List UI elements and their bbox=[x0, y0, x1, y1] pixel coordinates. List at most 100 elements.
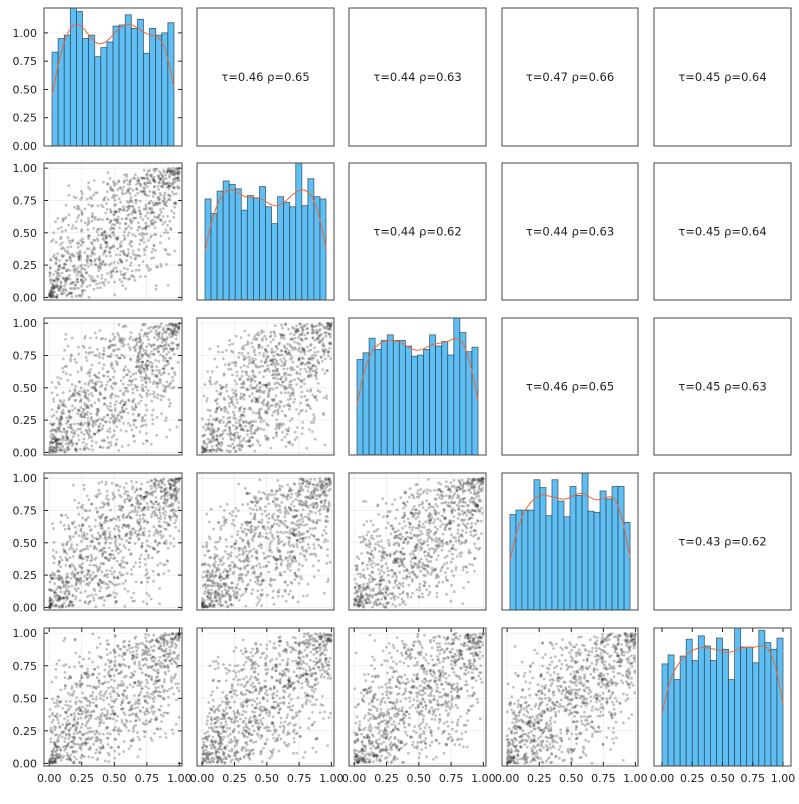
scatter-point bbox=[215, 410, 218, 413]
scatter-point bbox=[106, 405, 109, 408]
scatter-point bbox=[125, 374, 128, 377]
scatter-point bbox=[80, 244, 83, 247]
scatter-point bbox=[202, 426, 205, 429]
scatter-point bbox=[139, 488, 142, 491]
scatter-point bbox=[158, 331, 161, 334]
scatter-point bbox=[67, 184, 70, 187]
scatter-point bbox=[51, 408, 54, 411]
scatter-point bbox=[261, 518, 264, 521]
scatter-point bbox=[312, 421, 315, 424]
scatter-point bbox=[82, 517, 85, 520]
y-tick-label: 0.50 bbox=[13, 83, 38, 96]
scatter-point bbox=[300, 326, 303, 329]
scatter-point bbox=[303, 378, 306, 381]
scatter-point bbox=[315, 498, 318, 501]
scatter-point bbox=[313, 493, 316, 496]
scatter-point bbox=[108, 263, 111, 266]
scatter-point bbox=[141, 389, 144, 392]
scatter-point bbox=[151, 251, 154, 254]
scatter-point bbox=[155, 265, 158, 268]
scatter-point bbox=[96, 414, 99, 417]
scatter-point bbox=[261, 589, 264, 592]
scatter-point bbox=[280, 501, 283, 504]
scatter-point bbox=[106, 516, 109, 519]
scatter-point bbox=[111, 387, 114, 390]
scatter-point bbox=[283, 388, 286, 391]
scatter-point bbox=[81, 416, 84, 419]
scatter-point bbox=[225, 545, 228, 548]
scatter-point bbox=[113, 570, 116, 573]
scatter-point bbox=[83, 535, 86, 538]
scatter-point bbox=[289, 397, 292, 400]
scatter-point bbox=[77, 242, 80, 245]
scatter-point bbox=[235, 586, 238, 589]
scatter-point bbox=[125, 561, 128, 564]
scatter-point bbox=[303, 383, 306, 386]
scatter-point bbox=[166, 215, 169, 218]
scatter-point bbox=[66, 572, 69, 575]
scatter-point bbox=[129, 424, 132, 427]
scatter-point bbox=[307, 486, 310, 489]
scatter-point bbox=[110, 353, 113, 356]
scatter-point bbox=[120, 260, 123, 263]
scatter-point bbox=[128, 371, 131, 374]
scatter-point bbox=[113, 527, 116, 530]
histogram-bar bbox=[83, 39, 89, 146]
scatter-point bbox=[220, 528, 223, 531]
scatter-point bbox=[150, 175, 153, 178]
scatter-point bbox=[301, 564, 304, 567]
scatter-point bbox=[110, 274, 113, 277]
scatter-point bbox=[295, 372, 298, 375]
scatter-point bbox=[76, 422, 79, 425]
scatter-point bbox=[290, 527, 293, 530]
scatter-point bbox=[277, 413, 280, 416]
scatter-point bbox=[65, 294, 68, 297]
scatter-point bbox=[157, 550, 160, 553]
scatter-point bbox=[153, 396, 156, 399]
scatter-point bbox=[106, 245, 109, 248]
scatter-point bbox=[119, 338, 122, 341]
scatter-point bbox=[110, 537, 113, 540]
scatter-point bbox=[51, 415, 54, 418]
scatter-point bbox=[94, 216, 97, 219]
scatter-point bbox=[74, 598, 77, 601]
scatter-point bbox=[319, 513, 322, 516]
scatter-point bbox=[130, 517, 133, 520]
scatter-point bbox=[266, 555, 269, 558]
scatter-point bbox=[149, 268, 152, 271]
scatter-point bbox=[153, 215, 156, 218]
scatter-point bbox=[306, 389, 309, 392]
scatter-point bbox=[75, 548, 78, 551]
scatter-point bbox=[100, 247, 103, 250]
scatter-point bbox=[87, 181, 90, 184]
scatter-point bbox=[211, 370, 214, 373]
scatter-point bbox=[52, 256, 55, 259]
panel-r0-c4: τ=0.45 ρ=0.64 bbox=[654, 8, 791, 146]
scatter-point bbox=[139, 200, 142, 203]
scatter-point bbox=[284, 495, 287, 498]
scatter-point bbox=[88, 375, 91, 378]
scatter-point bbox=[133, 423, 136, 426]
scatter-point bbox=[308, 513, 311, 516]
scatter-point bbox=[144, 558, 147, 561]
scatter-point bbox=[269, 528, 272, 531]
scatter-point bbox=[74, 284, 77, 287]
scatter-point bbox=[168, 398, 171, 401]
scatter-point bbox=[240, 393, 243, 396]
scatter-point bbox=[102, 353, 105, 356]
scatter-point bbox=[236, 431, 239, 434]
scatter-point bbox=[118, 210, 121, 213]
scatter-point bbox=[300, 391, 303, 394]
scatter-point bbox=[258, 478, 261, 481]
scatter-point bbox=[145, 373, 148, 376]
scatter-point bbox=[66, 430, 69, 433]
scatter-point bbox=[270, 540, 273, 543]
scatter-point bbox=[56, 427, 59, 430]
scatter-point bbox=[66, 516, 69, 519]
scatter-point bbox=[58, 421, 61, 424]
scatter-point bbox=[99, 492, 102, 495]
scatter-point bbox=[276, 590, 279, 593]
scatter-point bbox=[281, 595, 284, 598]
scatter-point bbox=[99, 243, 102, 246]
scatter-point bbox=[228, 402, 231, 405]
